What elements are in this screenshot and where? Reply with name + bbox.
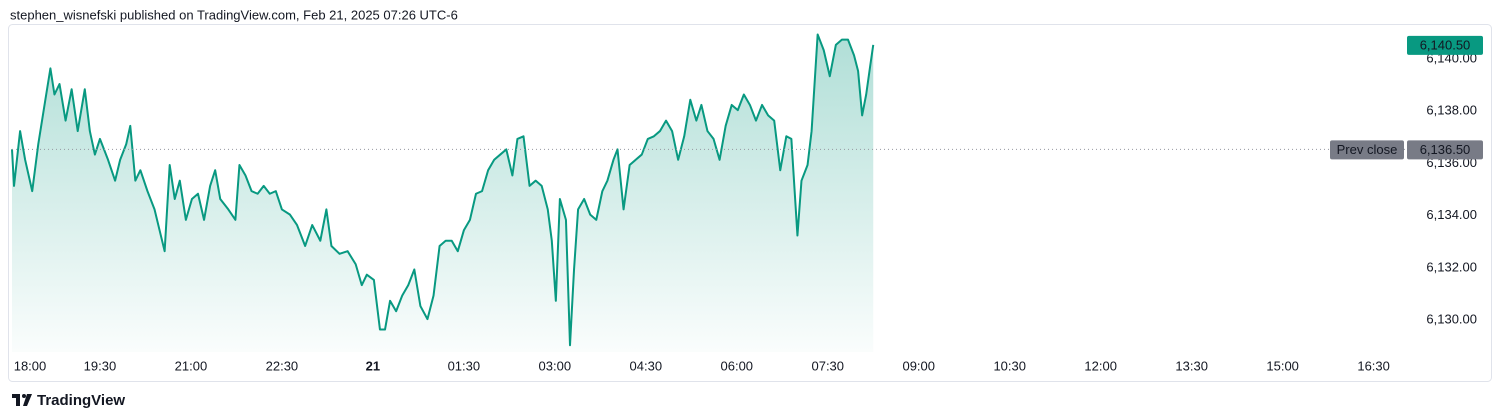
y-tick-label: 6,132.00 xyxy=(1426,259,1477,274)
price-line xyxy=(11,33,875,347)
y-tick-label: 6,138.00 xyxy=(1426,103,1477,118)
prev-close-tag xyxy=(1330,140,1404,160)
x-tick-label: 12:00 xyxy=(1084,358,1117,373)
x-tick-label: 07:30 xyxy=(811,358,844,373)
publish-info: stephen_wisnefski published on TradingVi… xyxy=(10,7,458,22)
x-tick-label: 03:00 xyxy=(539,358,572,373)
x-tick-label: 18:00 xyxy=(14,358,47,373)
x-tick-label: 16:30 xyxy=(1357,358,1390,373)
x-tick-label: 09:00 xyxy=(902,358,935,373)
x-tick-label: 21:00 xyxy=(175,358,208,373)
x-tick-label: 22:30 xyxy=(266,358,299,373)
brand-name: TradingView xyxy=(37,392,125,409)
x-tick-label: 10:30 xyxy=(993,358,1026,373)
x-tick-label: 15:00 xyxy=(1266,358,1299,373)
y-tick-label: 6,134.00 xyxy=(1426,207,1477,222)
prev-close-name: Prev close xyxy=(1337,142,1398,157)
x-tick-label: 13:30 xyxy=(1175,358,1208,373)
x-tick-label: 19:30 xyxy=(84,358,117,373)
x-tick-label: 06:00 xyxy=(721,358,754,373)
x-tick-label: 04:30 xyxy=(630,358,663,373)
last-price-box xyxy=(1407,35,1483,55)
area-fill xyxy=(12,34,874,352)
prev-close-price: 6,136.50 xyxy=(1420,142,1471,157)
brand-logo xyxy=(12,394,32,406)
y-tick-label: 6,130.00 xyxy=(1426,312,1477,327)
x-tick-label: 21 xyxy=(366,358,380,373)
x-tick-label: 01:30 xyxy=(448,358,481,373)
prev-close-price-box xyxy=(1407,140,1483,160)
chart-frame xyxy=(8,24,1492,382)
last-price: 6,140.50 xyxy=(1420,37,1471,52)
